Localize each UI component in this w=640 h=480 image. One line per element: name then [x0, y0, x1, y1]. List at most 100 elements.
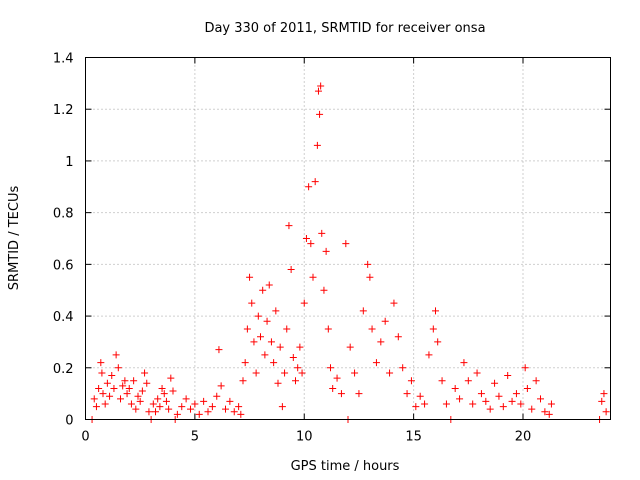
plot-frame	[85, 57, 611, 420]
data-point	[294, 364, 302, 372]
data-point	[187, 405, 194, 413]
data-point	[528, 405, 536, 413]
data-point	[169, 387, 177, 395]
data-point	[213, 392, 221, 400]
data-point	[162, 397, 170, 405]
grid-layer	[85, 57, 611, 420]
y-tick-label: 0	[65, 414, 73, 429]
data-point	[97, 359, 105, 367]
data-point	[486, 405, 494, 413]
data-point	[121, 377, 129, 385]
y-tick-label: 1.2	[53, 103, 74, 118]
data-point	[200, 397, 208, 405]
data-point	[160, 390, 168, 398]
data-point	[381, 317, 389, 325]
data-point	[307, 240, 315, 248]
data-point	[132, 405, 140, 413]
data-point	[125, 384, 133, 392]
data-point	[521, 364, 529, 372]
data-point	[333, 374, 341, 382]
data-point	[318, 229, 326, 237]
data-point	[281, 369, 289, 377]
data-point	[263, 317, 271, 325]
data-point	[178, 403, 186, 411]
data-point	[464, 377, 472, 385]
data-point	[416, 392, 424, 400]
data-point	[98, 369, 106, 377]
data-point	[429, 325, 437, 333]
data-point	[491, 379, 499, 387]
data-point	[127, 400, 135, 408]
data-point	[119, 382, 127, 390]
data-point	[473, 369, 481, 377]
data-point	[108, 372, 116, 380]
data-point	[101, 400, 109, 408]
data-point	[195, 410, 203, 418]
data-point	[114, 364, 122, 372]
data-point	[377, 338, 385, 346]
data-point	[158, 384, 166, 392]
data-point	[598, 397, 606, 405]
data-point	[250, 338, 258, 346]
data-point	[222, 405, 229, 413]
data-point	[477, 390, 485, 398]
data-point	[317, 82, 325, 90]
data-point	[246, 273, 254, 281]
data-point	[407, 377, 415, 385]
x-tick-label: 15	[405, 430, 422, 445]
data-point	[123, 390, 131, 398]
data-point	[425, 351, 433, 359]
data-point	[309, 273, 317, 281]
data-point	[239, 377, 247, 385]
data-point	[99, 390, 107, 398]
data-point	[226, 397, 234, 405]
data-point	[204, 408, 212, 416]
data-point	[460, 359, 468, 367]
data-point	[136, 397, 144, 405]
data-point	[152, 408, 159, 416]
data-point	[366, 273, 374, 281]
y-tick-label: 0.4	[53, 310, 74, 325]
data-point	[248, 299, 256, 307]
data-point	[337, 390, 345, 398]
data-point	[495, 392, 503, 400]
data-point	[298, 369, 306, 377]
data-point	[130, 377, 138, 385]
data-point	[300, 299, 308, 307]
x-tick-label: 5	[191, 430, 199, 445]
data-point	[156, 403, 164, 411]
y-axis-label: SRMTID / TECUs	[7, 186, 22, 291]
data-point	[254, 312, 262, 320]
data-point	[149, 400, 157, 408]
data-point	[523, 384, 531, 392]
data-point	[342, 240, 350, 248]
x-tick-label: 0	[81, 430, 89, 445]
data-point	[541, 408, 549, 416]
data-point	[364, 260, 372, 268]
data-point	[252, 369, 260, 377]
data-point	[261, 351, 269, 359]
data-point	[355, 390, 363, 398]
y-tick-label: 0.6	[53, 258, 74, 273]
data-point	[469, 400, 477, 408]
data-point	[508, 397, 516, 405]
data-point	[103, 379, 111, 387]
data-point	[512, 390, 520, 398]
data-point	[90, 395, 98, 403]
data-point	[504, 372, 512, 380]
data-point	[329, 384, 337, 392]
data-point	[499, 403, 507, 411]
data-point	[110, 384, 118, 392]
data-point	[272, 307, 280, 315]
data-point	[265, 281, 273, 289]
data-point	[442, 400, 450, 408]
data-point	[311, 178, 319, 186]
data-point	[434, 338, 442, 346]
data-point	[134, 392, 142, 400]
data-point	[92, 403, 100, 411]
data-point	[257, 333, 264, 341]
data-point	[173, 410, 181, 418]
ticks-layer: 0 5 10 15 20 0 0.2 0.4 0.6 0.8 1 1.2 1.4	[53, 52, 611, 445]
data-point	[386, 369, 394, 377]
data-points	[88, 82, 610, 423]
